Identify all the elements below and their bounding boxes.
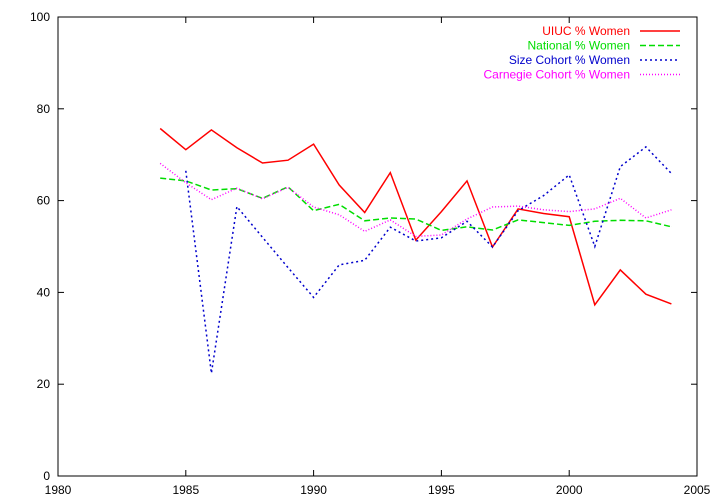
y-tick-label: 20 [37,377,51,391]
x-tick-label: 1990 [300,483,327,497]
x-tick-label: 2005 [684,483,711,497]
legend-label: UIUC % Women [542,24,630,38]
y-tick-label: 60 [37,194,51,208]
series-line-size-cohort-women [185,145,672,374]
legend-label: Carnegie Cohort % Women [483,68,630,82]
y-tick-label: 80 [37,102,51,116]
x-tick-label: 2000 [556,483,583,497]
x-tick-label: 1980 [45,483,72,497]
y-tick-label: 100 [30,10,50,24]
series-line-national-women [160,177,672,232]
y-tick-label: 40 [37,285,51,299]
x-tick-label: 1995 [428,483,455,497]
axes: 1980 1985 1990 1995 2000 2005 0 20 40 60 80 100 [30,10,711,497]
series-line-carnegie-cohort-women [159,162,672,238]
y-tick-label: 0 [43,469,50,483]
series-layer [159,127,672,374]
series-line-uiuc-women [159,127,672,307]
legend-label: Size Cohort % Women [509,53,630,67]
legend-label: National % Women [528,39,631,53]
plot-frame [57,16,698,477]
x-tick-label: 1985 [172,483,199,497]
